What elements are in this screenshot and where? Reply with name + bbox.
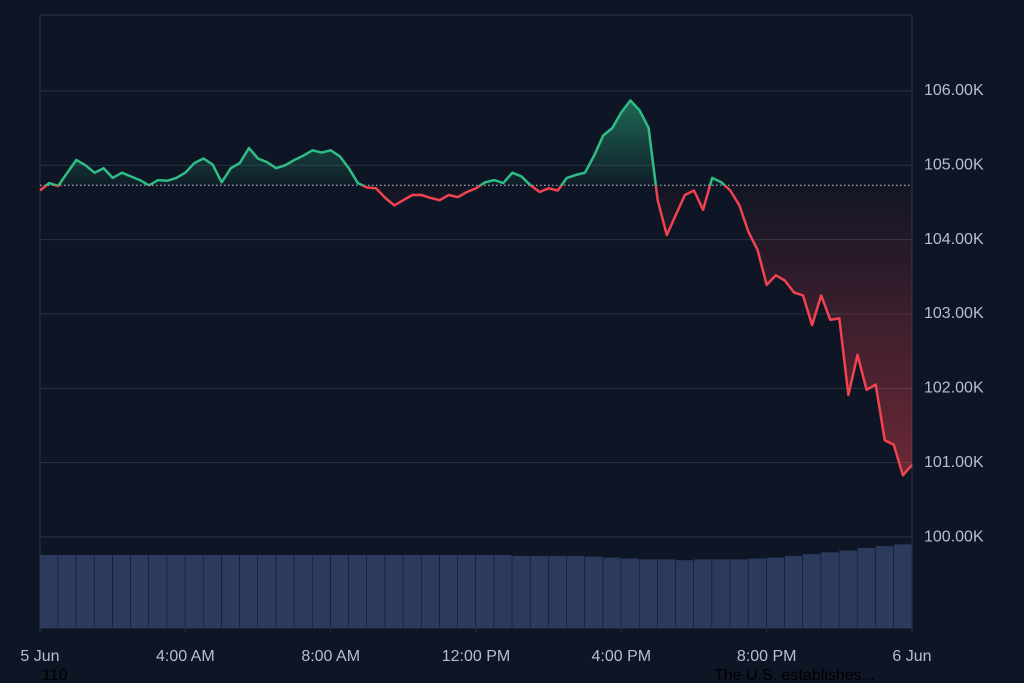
volume-bar <box>457 554 476 628</box>
volume-bar <box>439 554 458 628</box>
volume-bar <box>385 554 403 628</box>
x-tick-label: 4:00 PM <box>592 648 652 665</box>
volume-bar <box>348 554 367 628</box>
x-tick-label: 8:00 AM <box>301 648 360 665</box>
volume-bar <box>766 557 785 628</box>
volume-bar <box>803 554 821 628</box>
volume-bar <box>730 559 748 628</box>
x-tick-label: 4:00 AM <box>156 648 215 665</box>
x-tick-label: 8:00 PM <box>737 648 797 665</box>
volume-bar <box>712 559 730 628</box>
volume-bar <box>530 555 549 628</box>
volume-bar <box>657 559 676 628</box>
volume-bar <box>40 554 58 628</box>
volume-bar <box>203 554 222 628</box>
volume-bar <box>748 558 767 628</box>
volume-bar <box>548 555 567 628</box>
volume-bar <box>149 554 167 628</box>
volume-bar <box>221 554 240 628</box>
volume-bar <box>585 556 603 628</box>
volume-bar <box>239 554 258 628</box>
volume-bar <box>130 554 149 628</box>
y-tick-label: 103.00K <box>924 305 984 322</box>
volume-bar <box>312 554 331 628</box>
volume-bar <box>639 559 658 628</box>
volume-bar <box>330 554 349 628</box>
volume-bar <box>784 555 803 628</box>
volume-bar <box>94 554 113 628</box>
volume-bar <box>294 554 312 628</box>
volume-bar <box>421 554 440 628</box>
y-tick-label: 100.00K <box>924 528 984 545</box>
volume-bar <box>821 552 839 628</box>
volume-bar <box>258 554 276 628</box>
volume-bar <box>494 554 512 628</box>
x-tick-label: 5 Jun <box>20 648 59 665</box>
volume-bar <box>566 555 585 628</box>
volume-bar <box>839 550 857 628</box>
y-tick-label: 102.00K <box>924 380 984 397</box>
volume-bar <box>875 546 894 628</box>
volume-bar <box>367 554 385 628</box>
volume-bar <box>476 554 494 628</box>
volume-bar <box>621 558 639 628</box>
volume-bar <box>403 554 421 628</box>
volume-bar <box>512 555 530 628</box>
volume-bar <box>694 559 712 628</box>
volume-bar <box>675 560 694 628</box>
volume-bar <box>603 557 621 628</box>
y-tick-label: 105.00K <box>924 156 984 173</box>
y-tick-label: 101.00K <box>924 454 984 471</box>
volume-bar <box>112 554 131 628</box>
x-tick-label: 6 Jun <box>892 648 931 665</box>
volume-bar <box>857 547 876 628</box>
volume-bar <box>276 554 294 628</box>
volume-bar <box>185 554 203 628</box>
volume-bar <box>58 554 76 628</box>
x-tick-label: 12:00 PM <box>442 648 510 665</box>
annotation: The U.S. establishes... <box>714 667 875 683</box>
volume-bar <box>167 554 185 628</box>
price-line <box>39 99 913 477</box>
y-tick-label: 106.00K <box>924 82 984 99</box>
y-tick-label: 104.00K <box>924 231 984 248</box>
volume-bar <box>893 544 912 628</box>
annotation: 110 <box>42 667 68 683</box>
volume-bar <box>76 554 94 628</box>
